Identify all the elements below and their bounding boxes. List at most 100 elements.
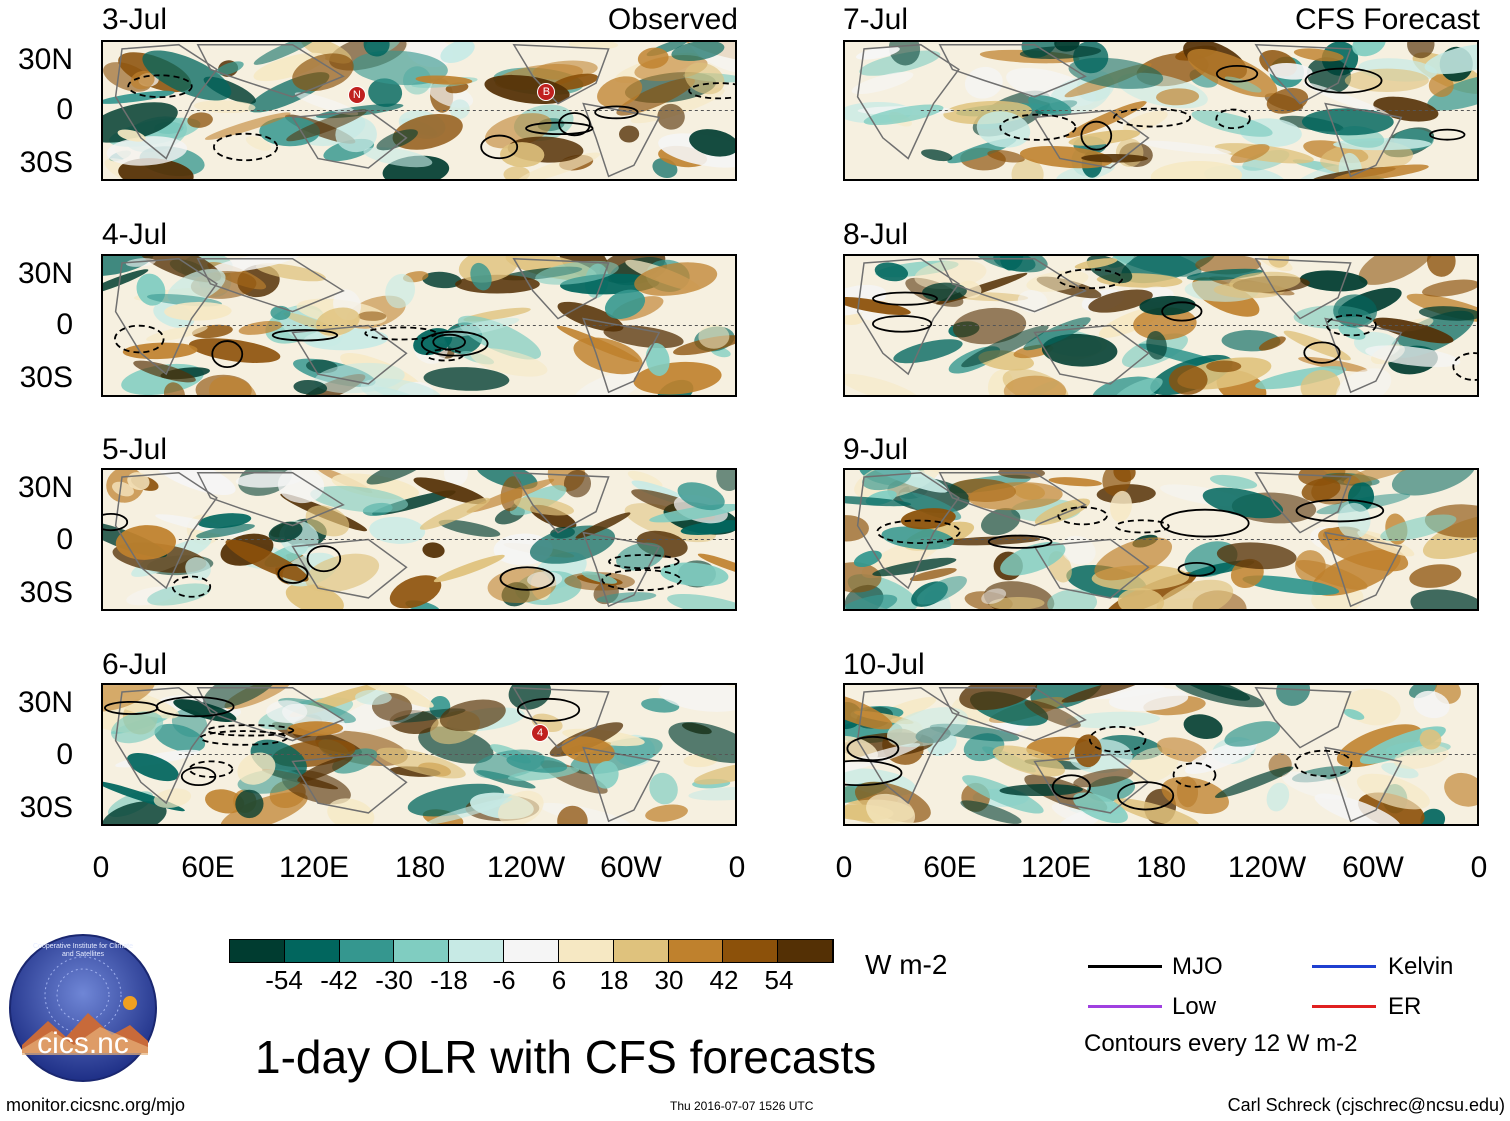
storm-marker: B — [537, 83, 556, 102]
lat-label-0: 0 — [56, 523, 73, 556]
olr-anomaly-blob — [987, 149, 1025, 163]
olr-anomaly-blob — [1019, 45, 1102, 59]
olr-anomaly-blob — [413, 477, 487, 505]
olr-anomaly-blob — [1301, 108, 1394, 136]
legend-low-label: Low — [1172, 993, 1217, 1020]
olr-anomaly-blob — [667, 593, 735, 609]
observed-heading: Observed — [607, 3, 738, 36]
olr-anomaly-blob — [376, 129, 418, 151]
olr-anomaly-blob — [698, 324, 730, 349]
olr-anomaly-blob — [872, 557, 957, 577]
olr-anomaly-blob — [209, 256, 302, 274]
lat-label-30s: 30S — [19, 146, 73, 179]
olr-anomaly-blob — [1373, 317, 1454, 344]
continent-outline — [1254, 257, 1352, 320]
mjo-contour — [846, 735, 900, 762]
panel-date-obs-2: 4-Jul — [102, 218, 168, 251]
olr-anomaly-blob — [1183, 714, 1223, 739]
olr-anomaly-blob — [423, 367, 510, 391]
continent-outline — [582, 531, 661, 608]
olr-anomaly-blob — [1117, 587, 1165, 609]
olr-anomaly-blob — [1276, 685, 1311, 706]
mjo-contour — [1160, 508, 1250, 538]
colorbar-tick-label: -54 — [265, 965, 303, 995]
olr-anomaly-blob — [1156, 579, 1234, 609]
panel-date-fcst-3: 9-Jul — [843, 433, 909, 466]
continent-outline — [114, 687, 218, 805]
continent-outline — [938, 472, 1087, 527]
mjo-contour — [987, 534, 1053, 549]
olr-anomaly-blob — [1267, 62, 1313, 80]
olr-anomaly-blob — [557, 805, 588, 824]
mjo-contour — [1295, 498, 1385, 523]
olr-anomaly-blob — [142, 50, 232, 101]
olr-anomaly-blob — [697, 553, 735, 578]
lat-label-0: 0 — [56, 93, 73, 126]
olr-anomaly-blob — [874, 262, 909, 282]
olr-anomaly-blob — [1229, 271, 1301, 293]
olr-anomaly-blob — [1444, 772, 1477, 807]
colorbar-tick-label: 30 — [654, 965, 684, 995]
olr-anomaly-blob — [1178, 685, 1251, 701]
olr-anomaly-blob — [1298, 356, 1368, 372]
olr-anomaly-blob — [1155, 88, 1200, 106]
olr-anomaly-blob — [1110, 490, 1132, 522]
olr-anomaly-blob — [499, 142, 545, 168]
olr-anomaly-blob — [972, 256, 1048, 273]
olr-anomaly-blob — [616, 77, 696, 116]
olr-anomaly-blob — [845, 373, 921, 395]
olr-anomaly-blob — [335, 116, 377, 153]
lon-label-60w: 60W — [600, 851, 662, 884]
olr-anomaly-blob — [968, 482, 1063, 511]
olr-anomaly-blob — [449, 99, 470, 119]
colorbar-unit: W m-2 — [865, 949, 948, 980]
olr-anomaly-blob — [1214, 766, 1294, 799]
logo-ring-text: Cooperative Institute for Climate and Sa… — [33, 943, 133, 958]
olr-anomaly-blob — [1258, 336, 1286, 351]
mjo-contour — [277, 564, 309, 584]
olr-anomaly-blob — [1352, 42, 1386, 57]
olr-anomaly-blob — [209, 376, 258, 395]
olr-anomaly-blob — [1074, 734, 1102, 768]
mjo-contour — [872, 315, 933, 333]
olr-anomaly-blob — [660, 562, 729, 587]
olr-anomaly-blob — [110, 711, 164, 744]
mjo-contour — [1172, 762, 1217, 788]
mjo-contour — [594, 105, 639, 120]
continent-outline — [114, 472, 218, 590]
continent-outline — [1254, 43, 1352, 105]
continent-outline — [196, 687, 345, 742]
olr-field — [845, 42, 1477, 179]
continent-outline — [1324, 317, 1403, 394]
olr-anomaly-blob — [1409, 564, 1462, 588]
lon-label-0: 0 — [835, 851, 853, 884]
olr-anomaly-blob — [419, 497, 490, 530]
olr-anomaly-blob — [164, 301, 232, 321]
continent-outline — [856, 43, 960, 160]
olr-anomaly-blob — [369, 516, 426, 544]
olr-anomaly-blob — [1186, 268, 1264, 281]
lat-label-0: 0 — [56, 738, 73, 771]
olr-anomaly-blob — [1420, 808, 1446, 824]
footer-url[interactable]: monitor.cicsnc.org/mjo — [6, 1095, 186, 1115]
mjo-contour — [213, 132, 279, 162]
continent-outline — [582, 746, 661, 823]
olr-anomaly-blob — [1356, 773, 1430, 810]
olr-anomaly-blob — [1230, 144, 1270, 164]
olr-anomaly-blob — [1011, 158, 1044, 179]
olr-anomaly-blob — [941, 536, 1041, 546]
mjo-contour — [558, 112, 591, 137]
olr-anomaly-blob — [1146, 331, 1167, 360]
colorbar-tick-label: 42 — [709, 965, 739, 995]
mjo-contour — [211, 340, 244, 369]
mjo-contour — [608, 554, 680, 570]
olr-anomaly-blob — [376, 747, 466, 779]
lon-label-180: 180 — [394, 851, 446, 884]
olr-anomaly-blob — [1048, 477, 1103, 487]
olr-anomaly-blob — [331, 473, 419, 500]
olr-anomaly-blob — [470, 348, 548, 377]
continent-outline — [938, 687, 1087, 742]
olr-anomaly-blob — [163, 382, 185, 395]
olr-anomaly-blob — [125, 258, 156, 267]
olr-anomaly-blob — [1156, 737, 1208, 763]
